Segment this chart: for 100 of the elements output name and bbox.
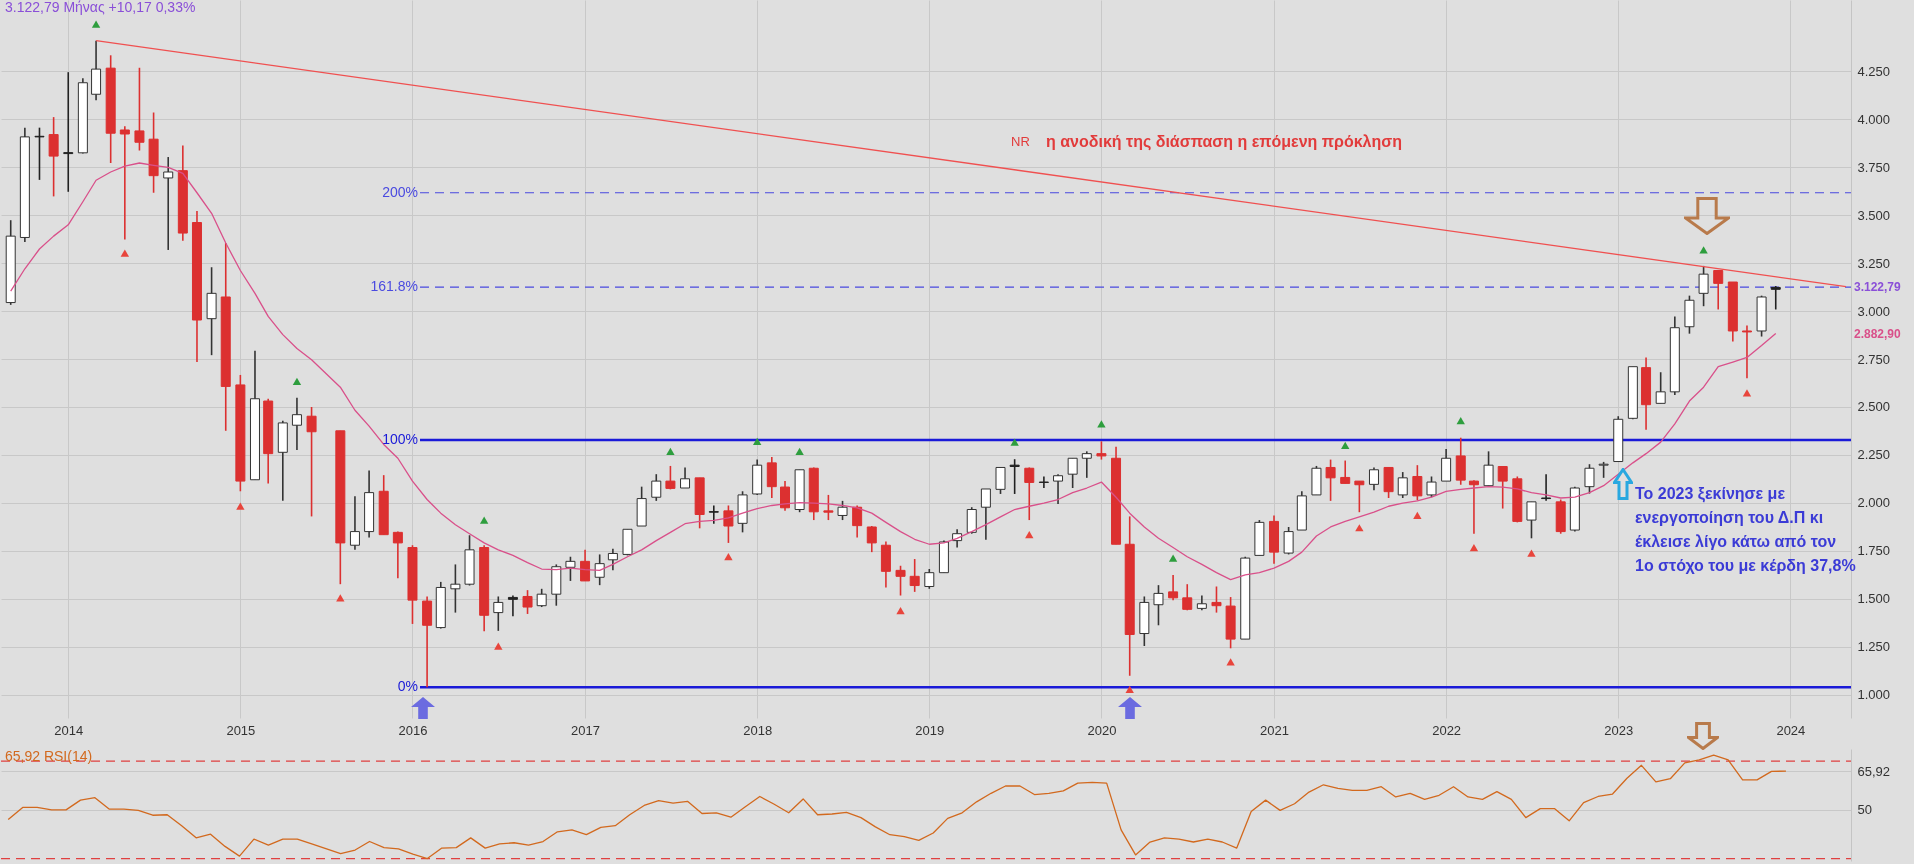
annotation: Το 2023 ξεκίνησε με ενεργοποίηση του Δ.Π κι έκλεισε λίγο κάτω από τον 1ο στόχο του με κέρδη 37,8% [1635,485,1856,574]
y-tick-label: 4.000 [1857,111,1891,127]
point [1527,549,1536,557]
candlestick [507,594,518,618]
point [666,447,675,455]
candlestick [852,504,863,539]
text: 2.882,90 [1854,327,1902,341]
candlestick [291,396,302,451]
point [1125,685,1134,694]
point [1699,246,1708,254]
y-tick-label: 2.250 [1857,447,1891,463]
candlestick [48,116,59,198]
candlestick [924,568,935,590]
point [724,553,733,561]
candlestick [909,558,920,593]
candlestick [1067,457,1078,489]
candlestick [995,466,1006,495]
candlestick [1713,269,1724,311]
candlestick [1182,583,1193,612]
candlestick [163,156,174,251]
x-tick-label: 2016 [398,722,428,738]
point [292,377,302,385]
candlestick [1153,584,1164,627]
candlestick [34,126,45,181]
y-tick-label: 1.500 [1857,591,1891,607]
point [795,447,804,455]
chart-title: 3.122,79 Μήνας +10,17 0,33% [5,0,196,15]
y-tick-label: 3.500 [1857,207,1891,223]
x-tick-label: 2020 [1087,722,1117,738]
candlestick [1526,501,1537,540]
candlestick [1096,440,1107,461]
candlestick [1368,466,1379,492]
point [753,437,762,445]
candlestick [1283,526,1294,556]
candlestick [1412,464,1423,502]
candlestick [1497,465,1508,510]
candlestick [493,595,504,632]
x-tick-label: 2015 [226,722,256,738]
candlestick [565,555,576,582]
x-tick-label: 2022 [1432,722,1462,738]
point [1456,417,1465,425]
candlestick [1397,471,1408,499]
x-tick-label: 2017 [571,722,601,738]
x-tick-label: 2023 [1604,722,1634,738]
candlestick [895,564,906,597]
candlestick [1081,450,1092,479]
candlestick [134,66,145,152]
candlestick [766,456,777,499]
candlestick [866,525,877,553]
y-tick-label: 3.750 [1857,159,1891,175]
candlestick [1584,463,1595,495]
candlestick [680,466,691,489]
y-tick-label: 1.000 [1857,687,1891,703]
point [1010,438,1019,446]
y-tick-label: 50 [1857,802,1872,818]
candlestick [1468,479,1479,535]
candlestick [1340,459,1351,485]
candlestick [980,488,991,541]
point [1025,531,1034,539]
candlestick [1038,475,1049,489]
point [91,20,101,28]
y-tick-label: 3.000 [1857,303,1891,319]
annotation: 200% [382,183,418,200]
candlestick [1009,458,1020,495]
point [896,607,905,615]
candlestick [450,563,461,614]
candlestick [306,406,317,518]
point [1469,543,1479,552]
candlestick [1053,473,1064,505]
candlestick [522,589,533,615]
x-tick-label: 2019 [915,722,945,738]
candlestick [1741,324,1752,379]
y-tick-label: 1.750 [1857,543,1891,559]
candlestick [837,500,848,521]
x-tick-label: 2014 [54,722,84,738]
point [1226,658,1235,666]
annotation: 0% [397,678,418,695]
candlestick [607,548,618,572]
candlestick [1426,475,1437,499]
candlestick [536,588,547,608]
annotation: η ανοδική της διάσπαση η επόμενη πρόκληση [1046,133,1402,151]
x-tick-label: 2018 [743,722,773,738]
candlestick [580,549,591,582]
point [1168,554,1178,562]
candlestick [966,506,977,535]
candlestick [392,530,403,580]
point [1341,441,1350,450]
candlestick [1354,480,1365,513]
candlestick [349,495,360,551]
x-tick-label: 2021 [1260,722,1289,738]
y-tick-label: 2.750 [1857,351,1891,367]
x-tick-label: 2024 [1776,722,1806,738]
point [1742,389,1752,397]
point [236,502,245,510]
annotation: 100% [382,431,418,448]
text: 3.122,79 [1854,280,1902,294]
candlestick [708,504,719,525]
point [1355,524,1364,532]
candlestick [1441,448,1452,482]
y-tick-label: 3.250 [1857,255,1891,271]
